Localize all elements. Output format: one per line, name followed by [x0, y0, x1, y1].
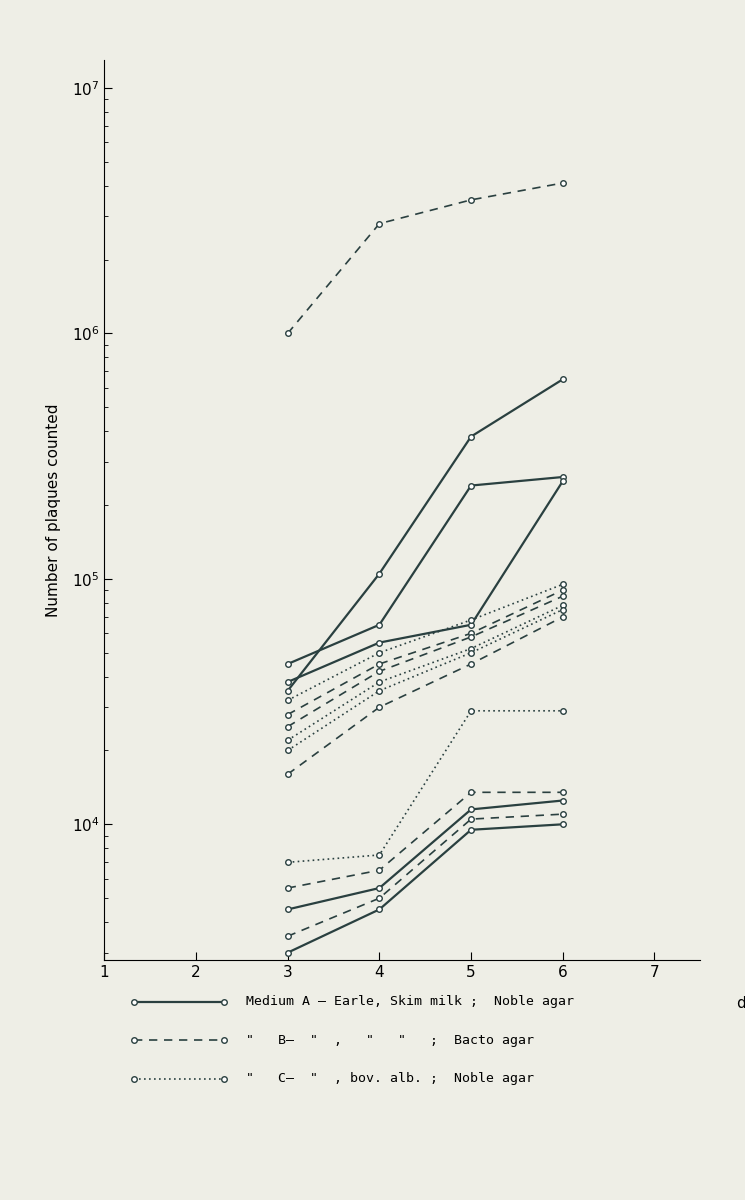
Text: Medium A – Earle, Skim milk ;  Noble agar: Medium A – Earle, Skim milk ; Noble agar [246, 996, 574, 1008]
Y-axis label: Number of plaques counted: Number of plaques counted [45, 403, 60, 617]
Text: days: days [736, 996, 745, 1010]
Text: "   B–  "  ,   "   "   ;  Bacto agar: " B– " , " " ; Bacto agar [246, 1034, 534, 1046]
Text: "   C–  "  , bov. alb. ;  Noble agar: " C– " , bov. alb. ; Noble agar [246, 1073, 534, 1085]
